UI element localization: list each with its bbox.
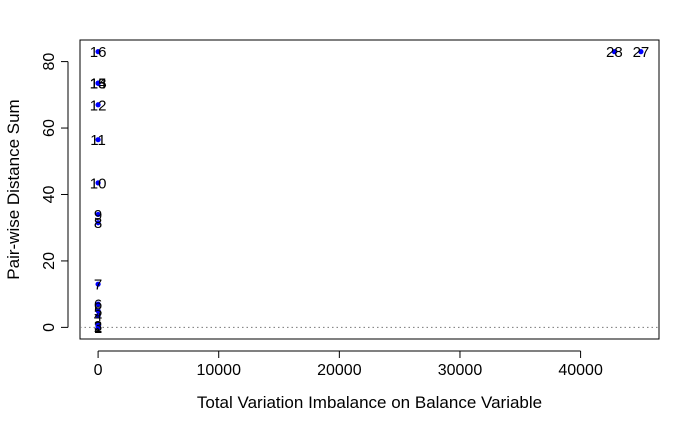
point-label-28: 28 — [606, 44, 623, 61]
y-tick-label-0: 0 — [41, 323, 58, 332]
point-label-12: 12 — [90, 97, 107, 114]
data-point-8 — [95, 220, 101, 226]
data-point-15 — [95, 80, 101, 86]
point-label-15: 15 — [90, 76, 107, 93]
data-point-28 — [611, 49, 617, 55]
data-point-12 — [95, 102, 101, 108]
point-label-9: 9 — [94, 207, 102, 224]
x-tick-label-30000: 30000 — [438, 362, 483, 379]
point-label-7: 7 — [94, 277, 102, 294]
point-label-3: 3 — [94, 318, 102, 335]
x-tick-label-0: 0 — [94, 362, 103, 379]
data-point-3 — [95, 322, 101, 328]
x-axis-label: Total Variation Imbalance on Balance Var… — [197, 393, 542, 412]
data-point-10 — [95, 180, 101, 186]
data-point-6 — [95, 301, 101, 307]
y-tick-label-40: 40 — [41, 185, 58, 203]
data-point-27 — [638, 49, 644, 55]
x-tick-label-20000: 20000 — [317, 362, 362, 379]
point-label-8: 8 — [94, 215, 102, 232]
plot-frame — [79, 39, 660, 340]
x-tick-label-10000: 10000 — [196, 362, 241, 379]
data-point-5 — [95, 308, 101, 314]
point-label-16: 16 — [90, 44, 107, 61]
y-tick-label-80: 80 — [41, 53, 58, 71]
data-point-9 — [95, 211, 101, 218]
data-point-16 — [95, 49, 101, 55]
x-tick-label-40000: 40000 — [558, 362, 603, 379]
data-point-11 — [95, 137, 101, 143]
point-label-27: 27 — [633, 44, 650, 61]
point-label-5: 5 — [94, 303, 102, 320]
point-label-10: 10 — [90, 175, 107, 192]
data-point-4 — [95, 313, 101, 319]
y-axis-label: Pair-wise Distance Sum — [4, 99, 23, 279]
data-point-7 — [95, 281, 101, 287]
y-tick-label-60: 60 — [41, 119, 58, 137]
point-label-6: 6 — [94, 297, 102, 314]
y-tick-label-20: 20 — [41, 252, 58, 270]
point-label-11: 11 — [90, 132, 106, 149]
point-label-4: 4 — [94, 308, 102, 325]
